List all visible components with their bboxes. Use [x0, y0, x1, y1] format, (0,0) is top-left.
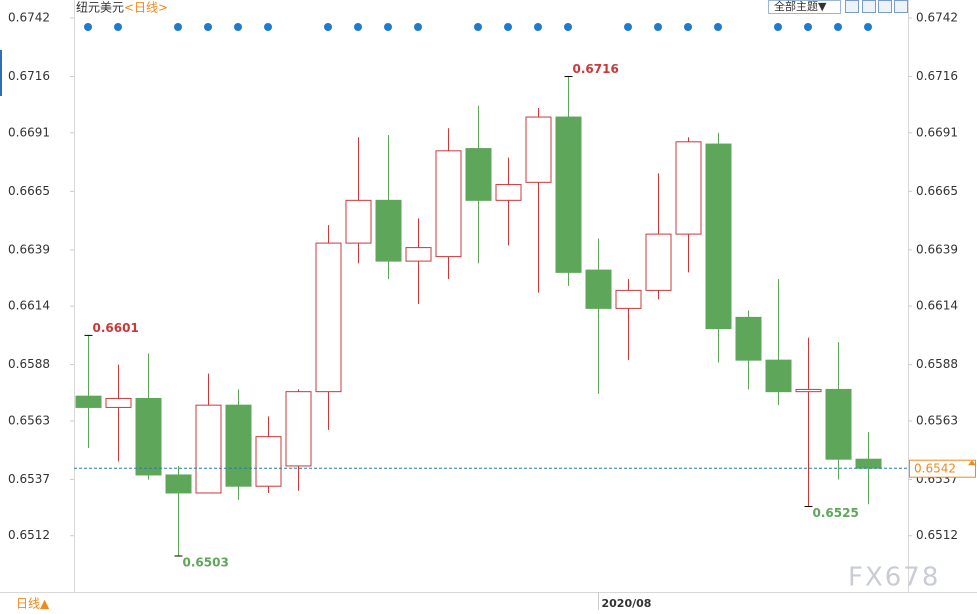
candle-body	[555, 116, 582, 273]
candle-body	[405, 247, 432, 262]
candle-body	[435, 150, 462, 258]
extreme-label: 0.6525	[813, 506, 859, 520]
event-dots	[84, 23, 872, 31]
theme-button-box[interactable]	[768, 0, 841, 14]
event-dot	[474, 23, 482, 31]
tool-icons	[845, 0, 908, 13]
y2-tick-label: 0.6639	[916, 242, 958, 256]
candle-body	[525, 116, 552, 183]
y-tick-label: 0.6665	[8, 184, 50, 198]
y2-tick-label: 0.6614	[916, 299, 958, 313]
watermark: FX678	[848, 563, 940, 593]
candle-body	[135, 397, 162, 476]
period-label: <日线>	[124, 1, 168, 15]
tool-icon[interactable]	[878, 0, 892, 13]
event-dot	[204, 23, 212, 31]
event-dot	[534, 23, 542, 31]
candle-body	[255, 436, 282, 487]
candle-body	[345, 199, 372, 244]
candle-body	[465, 148, 492, 201]
extreme-label: 0.6716	[573, 62, 619, 76]
candle-body	[105, 397, 132, 408]
event-dot	[234, 23, 242, 31]
candle-body	[825, 388, 852, 460]
y2-tick-label: 0.6588	[916, 357, 958, 371]
candle-body	[75, 395, 102, 408]
candle-body	[315, 242, 342, 393]
candle-body	[585, 269, 612, 309]
y-tick-label: 0.6614	[8, 299, 50, 313]
candle-body	[855, 458, 882, 469]
y-tick-label: 0.6588	[8, 357, 50, 371]
event-dot	[174, 23, 182, 31]
extreme-label: 0.6601	[93, 321, 139, 335]
candle-body	[735, 316, 762, 361]
tool-icon[interactable]	[862, 0, 876, 13]
y2-tick-label: 0.6563	[916, 413, 958, 427]
theme-button[interactable]: 全部主题▼	[774, 0, 827, 13]
y-tick-label: 0.6563	[8, 413, 50, 427]
event-dot	[414, 23, 422, 31]
tool-icon[interactable]	[845, 0, 859, 13]
candle-body	[165, 474, 192, 494]
event-dot	[384, 23, 392, 31]
candle-body	[615, 289, 642, 309]
event-dot	[84, 23, 92, 31]
y2-tick-label: 0.6742	[916, 11, 958, 25]
extreme-label: 0.6503	[183, 555, 229, 569]
event-dot	[624, 23, 632, 31]
event-dot	[354, 23, 362, 31]
candle-body	[375, 199, 402, 262]
last-price-arrow	[968, 460, 976, 466]
y-tick-label: 0.6691	[8, 125, 50, 139]
last-price-label: 0.6542	[914, 462, 956, 476]
y2-tick-label: 0.6716	[916, 69, 958, 83]
candle-body	[765, 359, 792, 393]
event-dot	[684, 23, 692, 31]
candle-body	[645, 233, 672, 291]
event-dot	[264, 23, 272, 31]
event-dot	[714, 23, 722, 31]
event-dot	[324, 23, 332, 31]
selection-bar	[0, 50, 2, 96]
candle-body	[675, 141, 702, 235]
candle-body	[705, 143, 732, 330]
x-tick-label: 2020/08	[602, 597, 652, 610]
y-tick-label: 0.6742	[8, 11, 50, 25]
candle-body	[225, 404, 252, 487]
event-dot	[834, 23, 842, 31]
period-button[interactable]: 日线▲	[16, 597, 50, 611]
candle-body	[795, 388, 822, 393]
event-dot	[114, 23, 122, 31]
event-dot	[504, 23, 512, 31]
event-dot	[774, 23, 782, 31]
y-tick-label: 0.6716	[8, 69, 50, 83]
last-price-box	[909, 459, 976, 478]
event-dot	[564, 23, 572, 31]
y2-tick-label: 0.6665	[916, 184, 958, 198]
event-dot	[654, 23, 662, 31]
y-tick-label: 0.6537	[8, 472, 50, 486]
y-tick-label: 0.6639	[8, 242, 50, 256]
chart-title: 纽元美元	[76, 1, 124, 15]
y2-tick-label: 0.6691	[916, 125, 958, 139]
candle-body	[495, 184, 522, 201]
y-tick-label: 0.6512	[8, 528, 50, 542]
y2-tick-label: 0.6512	[916, 528, 958, 542]
event-dot	[804, 23, 812, 31]
candle-body	[285, 391, 312, 467]
candle-body	[195, 404, 222, 494]
tool-icon[interactable]	[894, 0, 908, 13]
event-dot	[864, 23, 872, 31]
